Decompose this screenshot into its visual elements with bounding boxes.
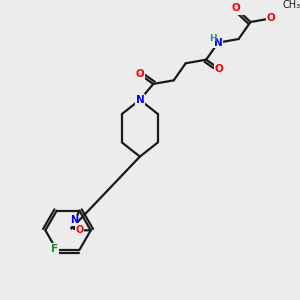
Text: O: O	[135, 69, 144, 80]
Text: O: O	[214, 64, 223, 74]
Text: O: O	[267, 14, 275, 23]
Text: N: N	[70, 215, 78, 225]
Text: CH₃: CH₃	[282, 0, 300, 10]
Text: N: N	[136, 95, 144, 105]
Text: F: F	[51, 244, 58, 254]
Text: H: H	[209, 34, 217, 43]
Text: O: O	[232, 3, 240, 13]
Text: O: O	[75, 225, 84, 235]
Text: N: N	[214, 38, 223, 48]
